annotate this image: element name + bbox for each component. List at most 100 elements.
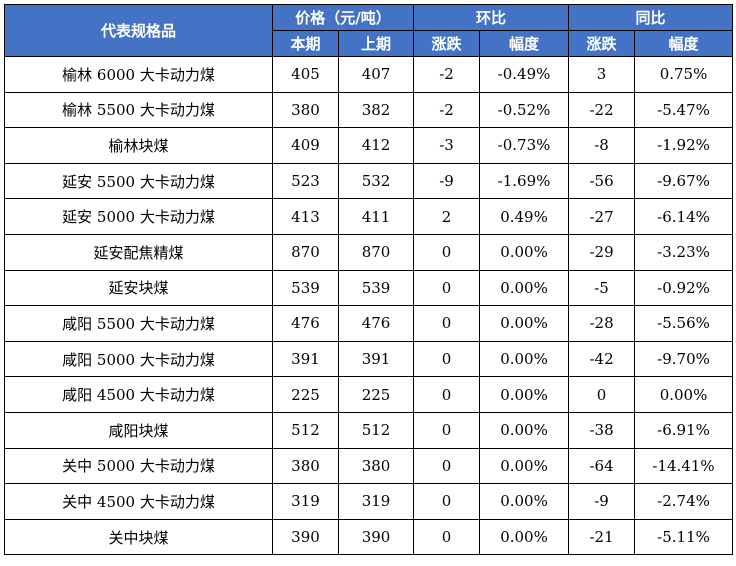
cell-previous-price: 532 [337, 162, 415, 200]
table-row: 延安块煤 539 539 0 0.00% -5 -0.92% [4, 269, 734, 307]
cell-spec: 关中 4500 大卡动力煤 [4, 483, 273, 520]
table-row: 榆林 6000 大卡动力煤 405 407 -2 -0.49% 3 0.75% [4, 56, 734, 93]
cell-yoy-pct: 0.75% [634, 56, 734, 93]
header-row-sub: 本期 上期 涨跌 幅度 涨跌 幅度 [5, 30, 734, 57]
table-row: 延安 5500 大卡动力煤 523 532 -9 -1.69% -56 -9.67% [4, 162, 734, 200]
cell-yoy-pct: -14.41% [634, 447, 734, 485]
cell-current-price: 539 [272, 269, 339, 307]
header-yoy-pct: 幅度 [634, 30, 734, 57]
cell-current-price: 870 [272, 233, 339, 271]
cell-yoy-change: -22 [568, 91, 636, 129]
table-row: 咸阳 5500 大卡动力煤 476 476 0 0.00% -28 -5.56% [4, 305, 734, 342]
cell-yoy-change: -29 [568, 233, 636, 271]
cell-yoy-pct: -1.92% [634, 127, 734, 164]
cell-current-price: 380 [272, 91, 339, 129]
table-row: 关中 4500 大卡动力煤 319 319 0 0.00% -9 -2.74% [4, 483, 734, 520]
cell-previous-price: 476 [337, 305, 415, 342]
cell-mom-pct: 0.49% [479, 198, 570, 235]
coal-price-table: 代表规格品 价格（元/吨） 环比 同比 本期 上期 涨跌 幅度 涨跌 幅度 榆林… [4, 4, 734, 556]
cell-yoy-pct: -0.92% [634, 269, 734, 307]
cell-yoy-change: -42 [568, 340, 636, 378]
cell-mom-change: -9 [413, 162, 481, 200]
cell-spec: 关中 5000 大卡动力煤 [4, 447, 273, 485]
cell-mom-pct: -0.73% [479, 127, 570, 164]
cell-spec: 延安块煤 [4, 269, 273, 307]
table-row: 榆林块煤 409 412 -3 -0.73% -8 -1.92% [4, 127, 734, 164]
cell-mom-pct: 0.00% [479, 233, 570, 271]
cell-yoy-change: -5 [568, 269, 636, 307]
table-row: 榆林 5500 大卡动力煤 380 382 -2 -0.52% -22 -5.47% [4, 91, 734, 129]
cell-mom-change: 0 [413, 305, 481, 342]
cell-current-price: 319 [272, 483, 339, 520]
cell-previous-price: 512 [337, 411, 415, 449]
header-previous: 上期 [337, 30, 415, 57]
header-spec: 代表规格品 [4, 4, 273, 57]
cell-previous-price: 407 [337, 56, 415, 93]
cell-current-price: 405 [272, 56, 339, 93]
cell-mom-change: 0 [413, 233, 481, 271]
header-yoy-change: 涨跌 [568, 30, 636, 57]
cell-yoy-pct: -9.70% [634, 340, 734, 378]
cell-spec: 榆林 6000 大卡动力煤 [4, 56, 273, 93]
cell-spec: 延安 5000 大卡动力煤 [4, 198, 273, 235]
cell-yoy-pct: -5.11% [634, 518, 734, 556]
cell-mom-pct: 0.00% [479, 411, 570, 449]
cell-mom-change: 0 [413, 447, 481, 485]
price-table-container: 代表规格品 价格（元/吨） 环比 同比 本期 上期 涨跌 幅度 涨跌 幅度 榆林… [4, 4, 734, 556]
cell-yoy-change: -21 [568, 518, 636, 556]
header-row-groups: 代表规格品 价格（元/吨） 环比 同比 [4, 4, 734, 57]
cell-mom-change: 2 [413, 198, 481, 235]
cell-current-price: 413 [272, 198, 339, 235]
header-price-group: 价格（元/吨） [271, 4, 415, 31]
cell-mom-change: -3 [413, 127, 481, 164]
cell-spec: 榆林 5500 大卡动力煤 [4, 91, 273, 129]
cell-current-price: 225 [272, 376, 339, 413]
cell-mom-pct: 0.00% [479, 518, 570, 556]
cell-yoy-pct: -6.14% [634, 198, 734, 235]
cell-mom-change: 0 [413, 483, 481, 520]
table-row: 咸阳 5000 大卡动力煤 391 391 0 0.00% -42 -9.70% [4, 340, 734, 378]
cell-spec: 榆林块煤 [4, 127, 273, 164]
cell-yoy-change: -9 [568, 483, 636, 520]
cell-current-price: 512 [272, 411, 339, 449]
table-body: 榆林 6000 大卡动力煤 405 407 -2 -0.49% 3 0.75% 榆林 5500… [4, 56, 734, 556]
cell-mom-pct: 0.00% [479, 269, 570, 307]
cell-current-price: 390 [272, 518, 339, 556]
cell-yoy-change: -56 [568, 162, 636, 200]
cell-mom-pct: -1.69% [479, 162, 570, 200]
cell-yoy-change: -28 [568, 305, 636, 342]
header-mom-pct: 幅度 [479, 30, 570, 57]
table-header: 代表规格品 价格（元/吨） 环比 同比 本期 上期 涨跌 幅度 涨跌 幅度 [4, 4, 734, 57]
cell-mom-change: 0 [413, 411, 481, 449]
cell-spec: 咸阳块煤 [4, 411, 273, 449]
cell-yoy-change: -27 [568, 198, 636, 235]
cell-previous-price: 412 [337, 127, 415, 164]
cell-mom-pct: 0.00% [479, 483, 570, 520]
cell-mom-pct: -0.52% [479, 91, 570, 129]
cell-previous-price: 390 [337, 518, 415, 556]
cell-yoy-change: 3 [568, 56, 636, 93]
cell-yoy-pct: -6.91% [634, 411, 734, 449]
cell-mom-change: 0 [413, 376, 481, 413]
cell-previous-price: 380 [337, 447, 415, 485]
cell-yoy-change: -38 [568, 411, 636, 449]
table-row: 关中 5000 大卡动力煤 380 380 0 0.00% -64 -14.41% [4, 447, 734, 485]
header-current: 本期 [272, 30, 339, 57]
cell-previous-price: 539 [337, 269, 415, 307]
cell-previous-price: 319 [337, 483, 415, 520]
cell-yoy-pct: -5.56% [634, 305, 734, 342]
cell-mom-pct: 0.00% [479, 376, 570, 413]
cell-spec: 咸阳 4500 大卡动力煤 [4, 376, 273, 413]
cell-spec: 关中块煤 [4, 518, 273, 556]
header-mom-change: 涨跌 [413, 30, 481, 57]
cell-yoy-change: -64 [568, 447, 636, 485]
cell-yoy-pct: 0.00% [634, 376, 734, 413]
cell-spec: 延安 5500 大卡动力煤 [4, 162, 273, 200]
cell-yoy-pct: -3.23% [634, 233, 734, 271]
table-row: 咸阳 4500 大卡动力煤 225 225 0 0.00% 0 0.00% [4, 376, 734, 413]
cell-mom-change: -2 [413, 56, 481, 93]
header-mom-group: 环比 [413, 4, 570, 31]
cell-current-price: 476 [272, 305, 339, 342]
cell-mom-pct: 0.00% [479, 447, 570, 485]
header-yoy-group: 同比 [568, 4, 734, 31]
